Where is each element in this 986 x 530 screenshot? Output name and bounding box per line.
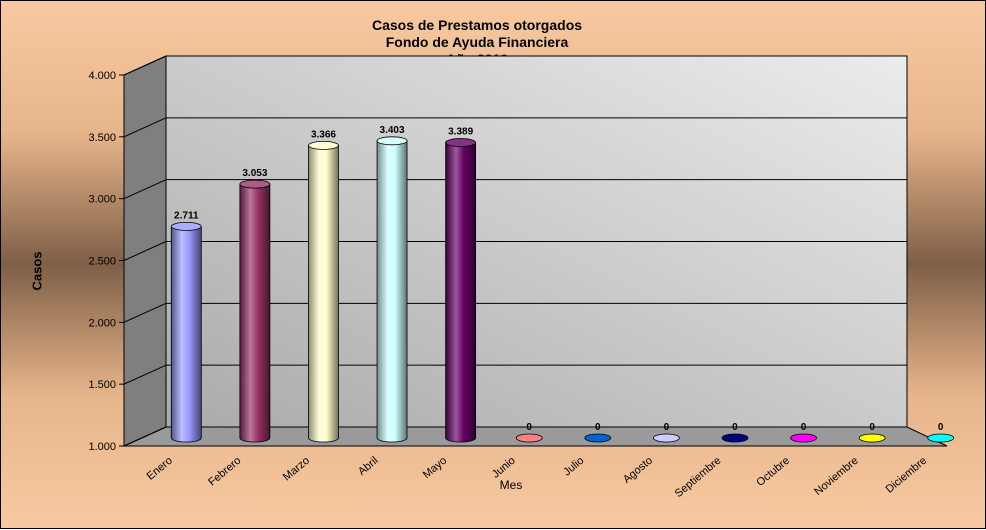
- data-label-julio: 0: [595, 422, 601, 433]
- bar-top-abril: [376, 136, 408, 146]
- gridline-side: [123, 55, 167, 76]
- x-tick-label-enero: Enero: [145, 455, 175, 483]
- data-label-abril: 3.403: [380, 125, 405, 136]
- data-label-diciembre: 0: [938, 422, 944, 433]
- x-axis-label: Mes: [499, 478, 523, 492]
- gridline-side: [123, 364, 167, 385]
- bar-mayo: [445, 142, 477, 443]
- x-tick-label-marzo: Marzo: [281, 455, 312, 484]
- data-label-mayo: 3.389: [448, 127, 473, 138]
- bar-top-febrero: [239, 179, 271, 189]
- bar-marzo: [308, 145, 339, 443]
- bar-agosto: [652, 433, 680, 443]
- gridline-side: [123, 179, 167, 200]
- gridline-side: [123, 302, 167, 323]
- gridline-side: [123, 241, 167, 261]
- bar-diciembre: [927, 433, 955, 443]
- data-label-junio: 0: [526, 422, 532, 433]
- x-tick-label-octubre: Octubre: [754, 455, 792, 489]
- bar-enero: [170, 226, 202, 443]
- y-tick-label: 3.500: [88, 132, 116, 144]
- y-tick-label: 1.000: [88, 441, 116, 453]
- y-tick-label: 3.000: [88, 194, 116, 206]
- bar-noviembre: [858, 433, 886, 443]
- bar-top-marzo: [308, 141, 339, 150]
- bar-octubre: [790, 433, 817, 443]
- data-label-enero: 2.711: [174, 210, 199, 221]
- bar-abril: [376, 140, 408, 443]
- y-tick-label: 2.500: [88, 256, 116, 268]
- x-tick-label-julio: Julio: [561, 455, 586, 479]
- x-tick-label-abril: Abril: [356, 455, 381, 478]
- bar-junio: [515, 433, 543, 443]
- bar-febrero: [239, 183, 271, 443]
- data-label-octubre: 0: [801, 422, 807, 433]
- x-tick-label-noviembre: Noviembre: [812, 455, 860, 498]
- x-tick-label-septiembre: Septiembre: [673, 455, 724, 500]
- data-label-septiembre: 0: [732, 422, 738, 433]
- data-label-marzo: 3.366: [311, 129, 336, 140]
- x-tick-label-agosto: Agosto: [621, 455, 655, 486]
- chart-title-line-2: Fondo de Ayuda Financiera: [385, 34, 569, 50]
- bar-septiembre: [721, 433, 749, 443]
- x-tick-label-febrero: Febrero: [206, 455, 243, 489]
- y-tick-label: 4.000: [88, 70, 116, 82]
- bar-top-enero: [170, 222, 202, 231]
- gridline-side: [123, 117, 167, 138]
- gridline-side: [123, 426, 167, 447]
- chart-title-line-1: Casos de Prestamos otorgados: [371, 17, 583, 33]
- bar-top-mayo: [445, 138, 477, 147]
- x-tick-label-mayo: Mayo: [421, 455, 449, 481]
- y-tick-label: 2.000: [88, 317, 116, 329]
- bar-julio: [584, 433, 612, 443]
- x-tick-label-diciembre: Diciembre: [884, 455, 930, 496]
- data-label-noviembre: 0: [869, 422, 875, 433]
- data-label-agosto: 0: [664, 422, 670, 433]
- x-tick-label-junio: Junio: [490, 455, 518, 481]
- data-label-febrero: 3.053: [242, 168, 267, 179]
- y-tick-label: 1.500: [88, 379, 116, 391]
